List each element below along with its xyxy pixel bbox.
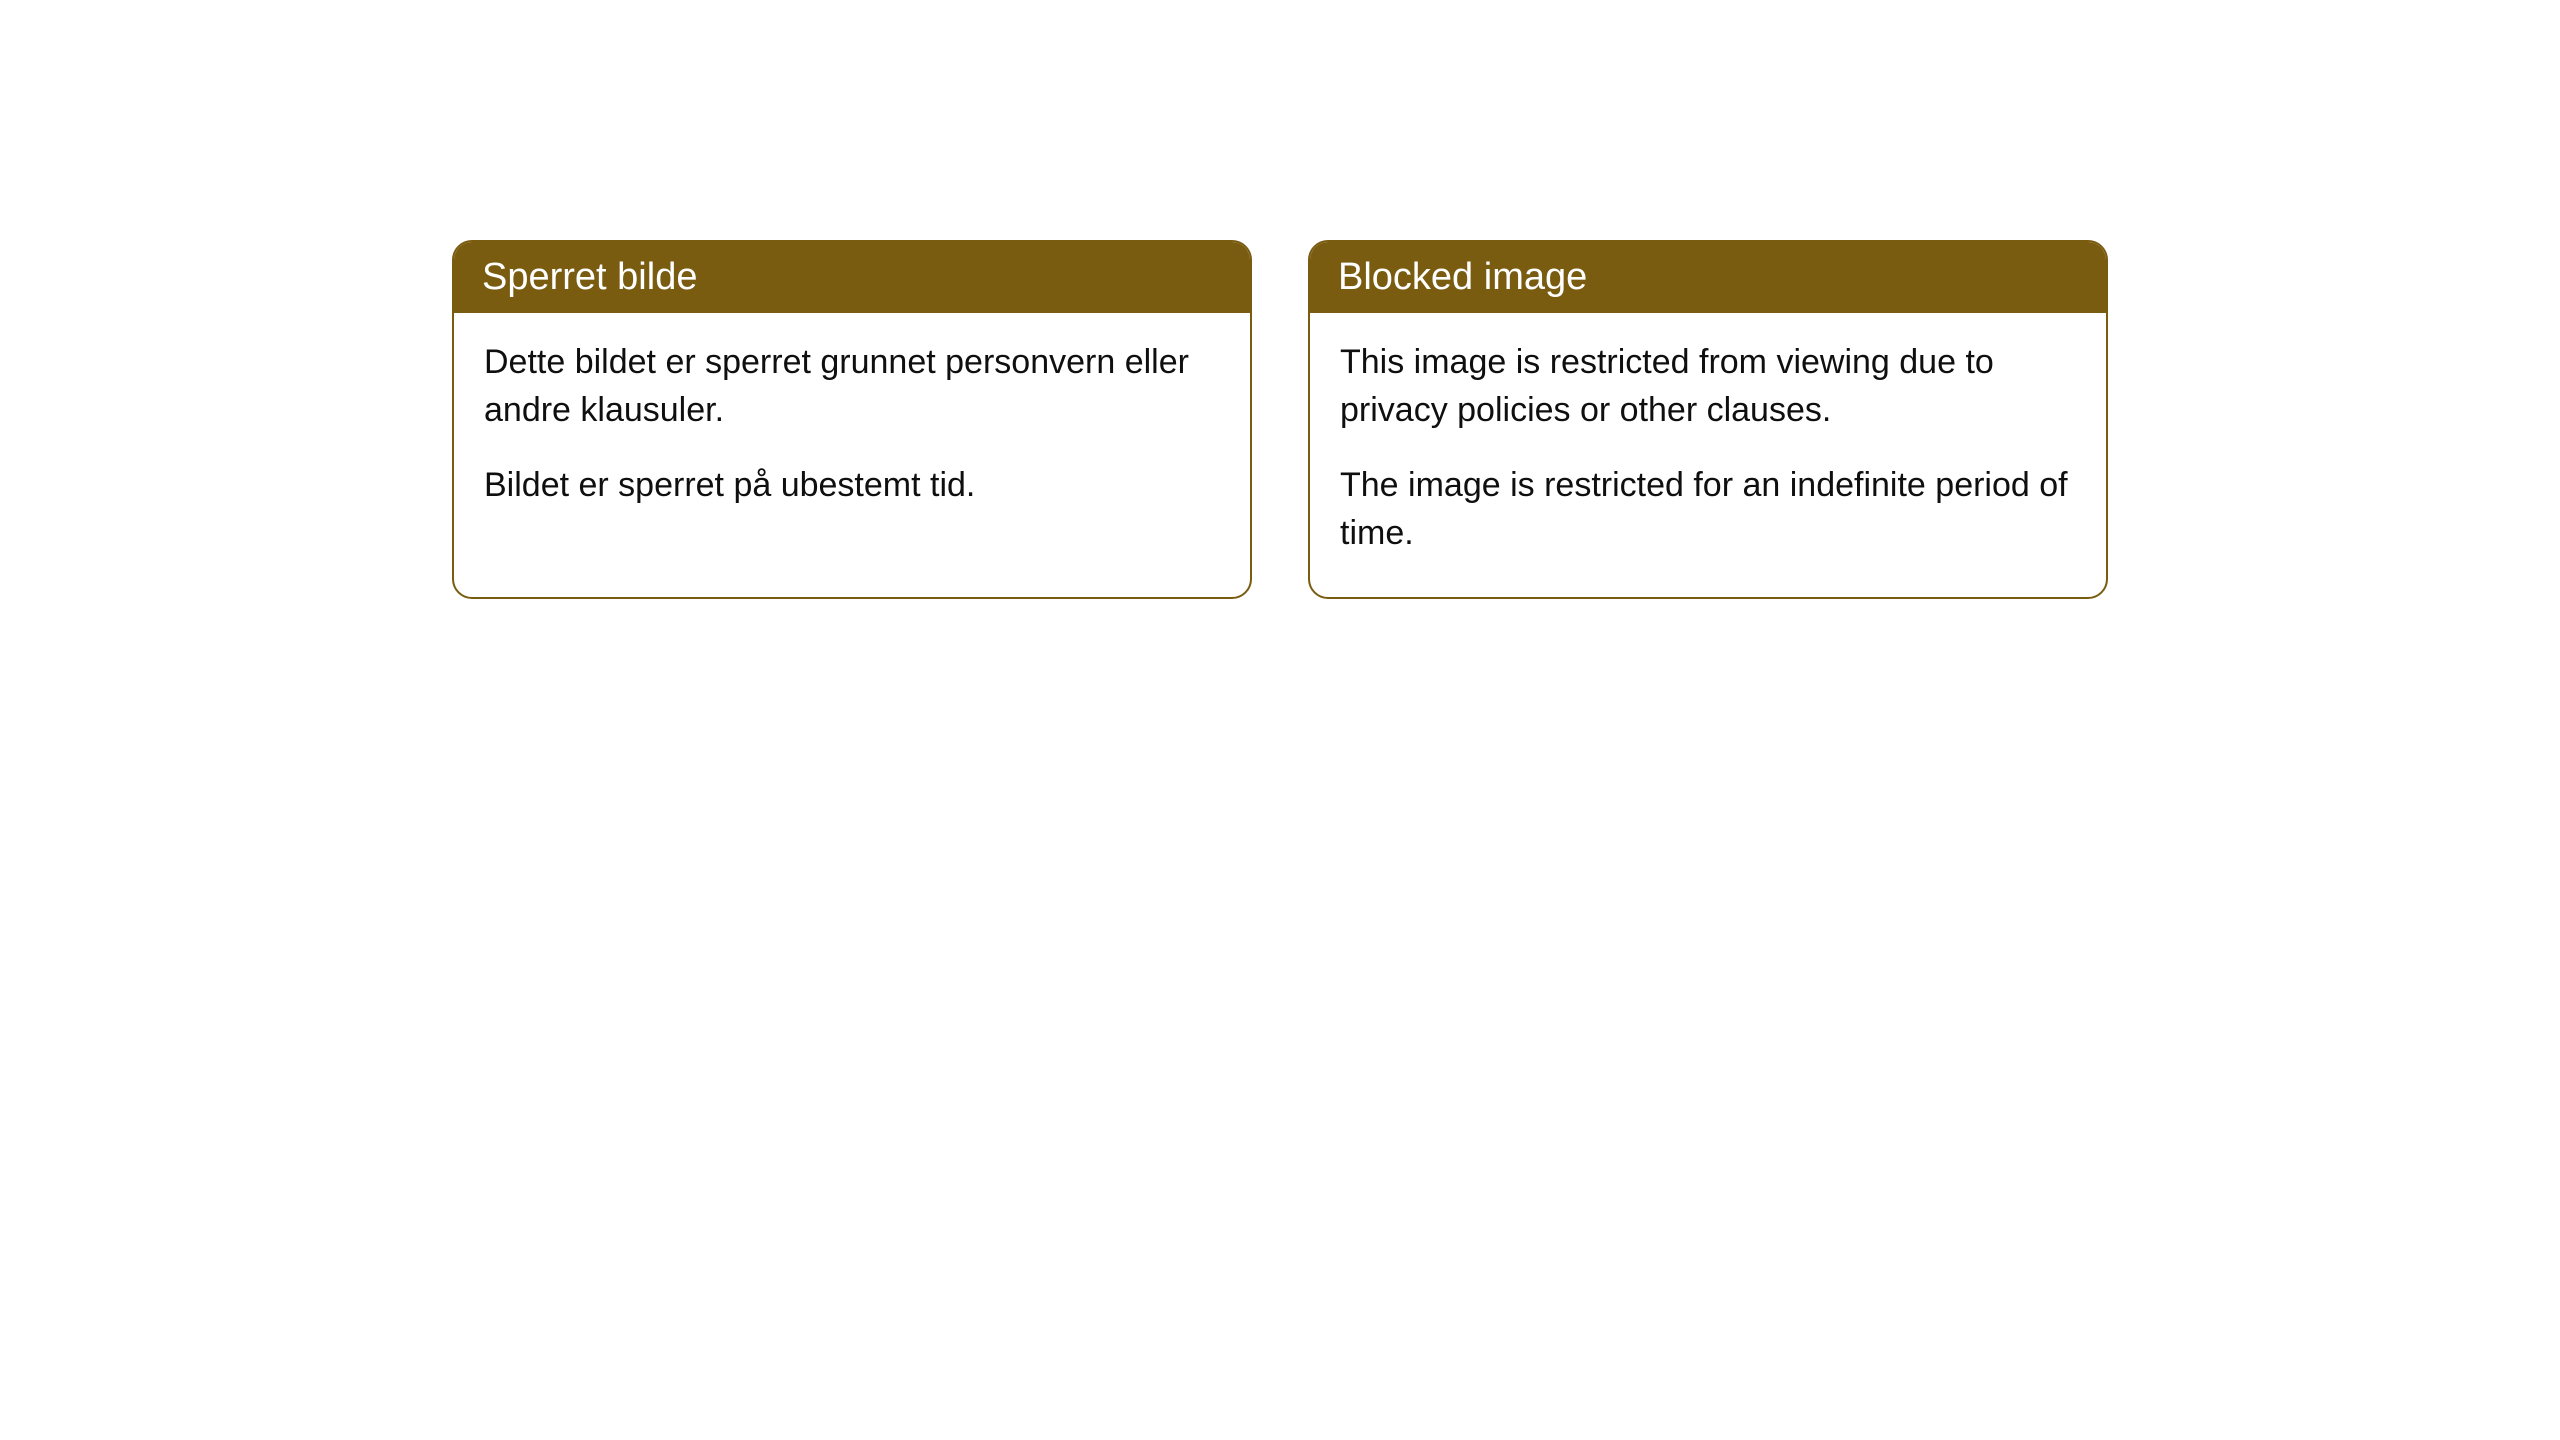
blocked-image-card-english: Blocked image This image is restricted f… bbox=[1308, 240, 2108, 599]
card-title: Blocked image bbox=[1338, 256, 1587, 298]
card-paragraph-2: The image is restricted for an indefinit… bbox=[1340, 462, 2076, 557]
card-header: Sperret bilde bbox=[454, 242, 1250, 313]
card-body: This image is restricted from viewing du… bbox=[1310, 313, 2106, 597]
card-header: Blocked image bbox=[1310, 242, 2106, 313]
notice-cards-container: Sperret bilde Dette bildet er sperret gr… bbox=[0, 240, 2560, 599]
card-paragraph-1: This image is restricted from viewing du… bbox=[1340, 339, 2076, 434]
card-body: Dette bildet er sperret grunnet personve… bbox=[454, 313, 1250, 550]
card-paragraph-2: Bildet er sperret på ubestemt tid. bbox=[484, 462, 1220, 510]
card-paragraph-1: Dette bildet er sperret grunnet personve… bbox=[484, 339, 1220, 434]
card-title: Sperret bilde bbox=[482, 256, 697, 298]
blocked-image-card-norwegian: Sperret bilde Dette bildet er sperret gr… bbox=[452, 240, 1252, 599]
